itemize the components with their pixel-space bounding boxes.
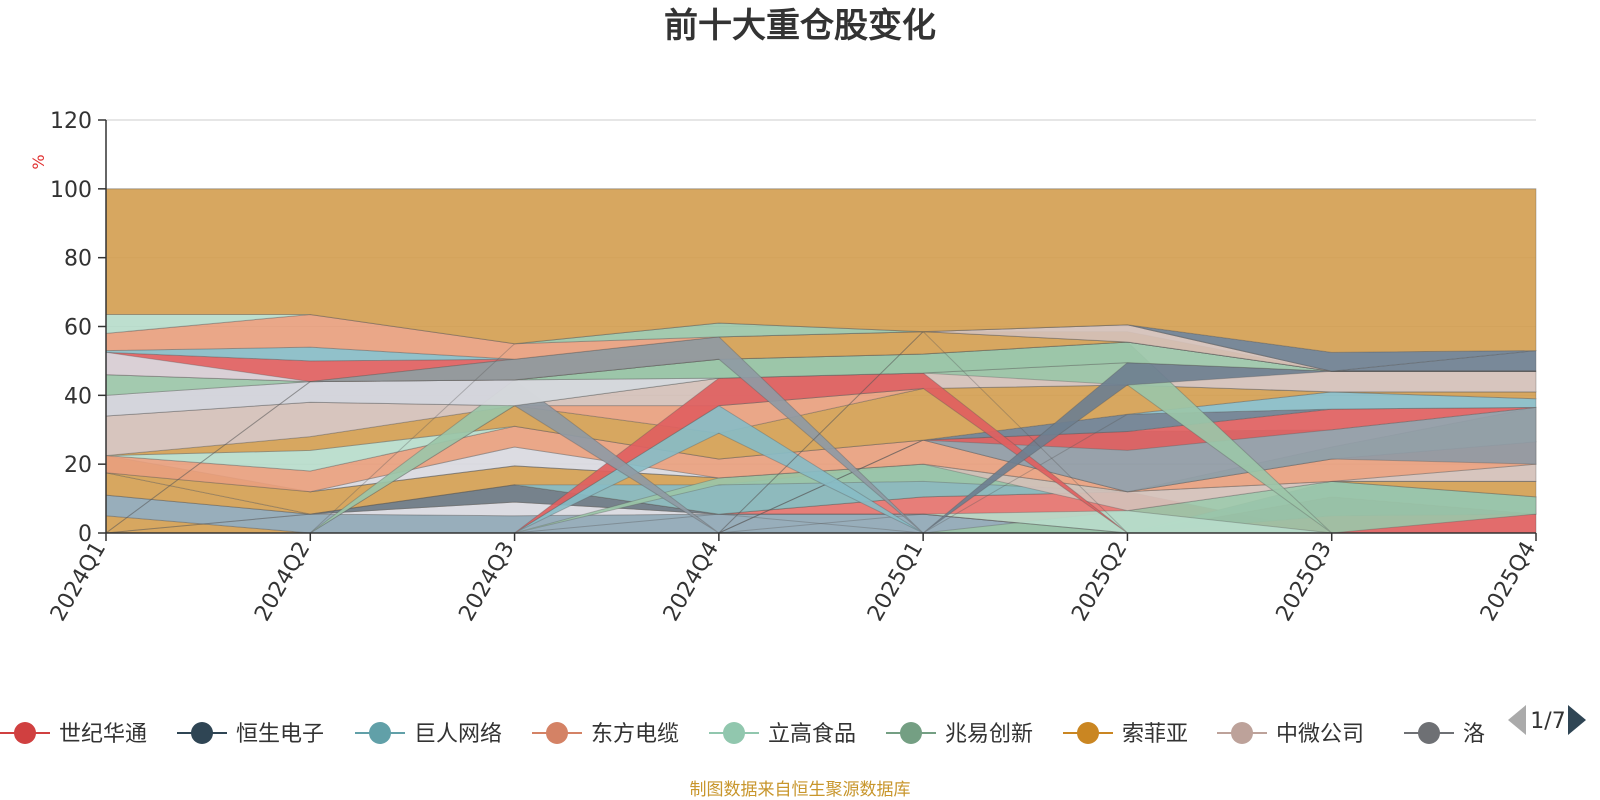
legend-marker-icon — [900, 722, 922, 744]
legend-label: 索菲亚 — [1122, 722, 1188, 747]
y-tick-label: 0 — [78, 522, 92, 547]
area-band — [106, 322, 1536, 534]
y-tick-label: 120 — [50, 109, 92, 134]
x-tick-label: 2025Q4 — [1476, 538, 1541, 626]
legend-label: 中微公司 — [1276, 722, 1364, 747]
legend-marker-icon — [546, 722, 568, 744]
legend-marker-icon — [191, 722, 213, 744]
legend-label: 立高食品 — [768, 722, 856, 747]
legend-item[interactable]: 洛 — [1404, 722, 1485, 747]
pager-text: 1/7 — [1530, 709, 1565, 734]
legend-label: 世纪华通 — [59, 722, 147, 747]
legend-label: 巨人网络 — [414, 722, 502, 747]
pager-prev-icon[interactable] — [1508, 705, 1526, 735]
legend-marker-icon — [1231, 722, 1253, 744]
legend-marker-icon — [369, 722, 391, 744]
x-tick-label: 2025Q2 — [1067, 538, 1132, 626]
x-tick-label: 2025Q1 — [863, 538, 928, 626]
x-tick-label: 2024Q1 — [46, 538, 111, 626]
legend-label: 洛 — [1463, 722, 1485, 747]
y-tick-label: 40 — [64, 384, 92, 409]
legend-item[interactable]: 索菲亚 — [1063, 722, 1188, 747]
y-tick-label: 80 — [64, 247, 92, 272]
legend: 世纪华通 恒生电子 巨人网络 东方电缆 立高食品 兆易创新 索菲亚 中微公司 洛 — [0, 722, 1485, 747]
x-tick-label: 2024Q4 — [659, 538, 724, 626]
y-tick-label: 60 — [64, 316, 92, 341]
legend-item[interactable]: 东方电缆 — [532, 722, 679, 747]
x-tick-label: 2024Q3 — [454, 538, 519, 626]
legend-label: 兆易创新 — [945, 722, 1033, 747]
legend-marker-icon — [723, 722, 745, 744]
area-band — [106, 372, 1536, 534]
stacked-areas — [105, 188, 1537, 534]
x-tick-label: 2024Q2 — [250, 538, 315, 626]
chart-title: 前十大重仓股变化 — [664, 6, 936, 46]
legend-pager: 1/7 — [1508, 705, 1586, 735]
legend-marker-icon — [14, 722, 36, 744]
pager-next-icon[interactable] — [1568, 705, 1586, 735]
legend-item[interactable]: 兆易创新 — [886, 722, 1033, 747]
legend-label: 恒生电子 — [236, 722, 324, 747]
legend-item[interactable]: 中微公司 — [1217, 722, 1364, 747]
y-tick-label: 20 — [64, 453, 92, 478]
source-note: 制图数据来自恒生聚源数据库 — [690, 780, 911, 800]
legend-marker-icon — [1418, 722, 1440, 744]
legend-item[interactable]: 恒生电子 — [177, 722, 324, 747]
legend-label: 东方电缆 — [591, 722, 679, 747]
legend-item[interactable]: 世纪华通 — [0, 722, 147, 747]
area-band — [105, 188, 1537, 353]
y-axis-unit: % — [29, 154, 48, 169]
legend-marker-icon — [1077, 722, 1099, 744]
legend-item[interactable]: 立高食品 — [709, 722, 856, 747]
legend-item[interactable]: 巨人网络 — [355, 722, 502, 747]
x-tick-label: 2025Q3 — [1272, 538, 1337, 626]
y-tick-label: 100 — [50, 178, 92, 203]
